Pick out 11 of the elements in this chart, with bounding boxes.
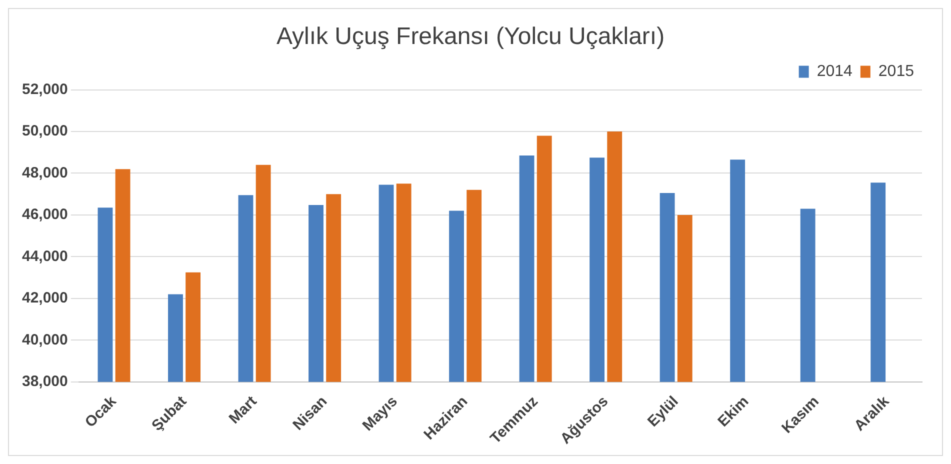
chart-title: Aylık Uçuş Frekansı (Yolcu Uçakları): [276, 23, 665, 50]
y-tick-label: 40,000: [22, 331, 68, 348]
y-tick-label: 46,000: [22, 206, 68, 224]
legend-label: 2014: [816, 63, 853, 80]
y-tick-label: 42,000: [22, 290, 68, 307]
y-tick-label: 52,000: [22, 80, 68, 98]
y-tick-label: 50,000: [22, 122, 68, 140]
legend-label: 2015: [878, 63, 914, 80]
y-tick-label: 38,000: [22, 372, 68, 390]
y-tick-label: 48,000: [22, 164, 68, 182]
y-tick-label: 44,000: [22, 248, 68, 265]
